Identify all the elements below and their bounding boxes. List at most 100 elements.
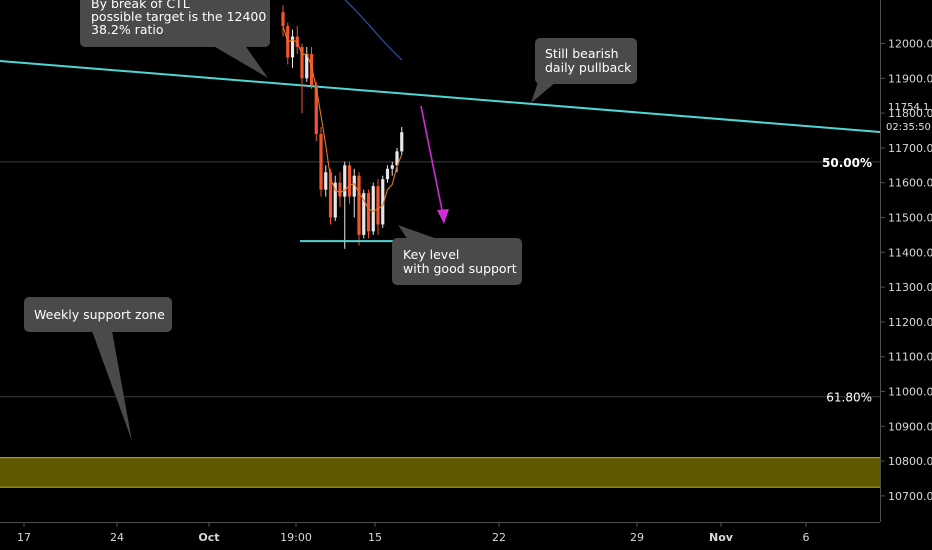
candle-body	[390, 165, 394, 169]
weekly-support-zone	[0, 457, 880, 488]
candlesticks	[281, 5, 404, 249]
candle-body	[347, 165, 352, 197]
candle	[305, 46, 309, 82]
descending-trendline[interactable]	[0, 60, 881, 133]
y-tick-label: 12000.0	[888, 38, 932, 51]
annotation-weekly[interactable]: Weekly support zone	[24, 297, 172, 441]
candle-body	[366, 193, 371, 232]
candle-body	[314, 85, 318, 134]
y-tick-label: 11100.0	[888, 351, 932, 364]
x-tick-label: 29	[630, 531, 644, 544]
annotation-key-level-box	[392, 238, 522, 285]
annotation-weekly-pointer	[92, 331, 132, 441]
candle	[376, 179, 380, 235]
y-tick-label: 11500.0	[888, 212, 932, 225]
candle	[371, 182, 375, 235]
candle	[381, 175, 385, 228]
annotation-ctl[interactable]: By break of CTL possible target is the 1…	[80, 0, 270, 78]
x-tick-label: 24	[110, 531, 124, 544]
annotation-bearish-line-2: daily pullback	[545, 60, 632, 75]
y-tick-label: 10900.0	[888, 420, 932, 433]
y-tick-label: 10700.0	[888, 490, 932, 503]
annotation-bearish[interactable]: Still bearish daily pullback	[531, 38, 637, 103]
candle-body	[357, 175, 361, 235]
current-price-tag: 11754.1 02:35:50	[886, 102, 931, 133]
candle	[352, 168, 356, 218]
candle	[319, 127, 323, 197]
candle	[385, 165, 390, 183]
candle-body	[395, 151, 399, 166]
annotation-ctl-line-1: By break of CTL	[91, 0, 190, 11]
candle-body	[281, 12, 285, 27]
y-tick-label: 11000.0	[888, 386, 932, 399]
candle	[333, 175, 337, 221]
fib-label-1: 61.80%	[826, 391, 872, 405]
annotation-ctl-box	[80, 0, 270, 47]
long-moving-average-line	[344, 0, 403, 61]
candle-body	[343, 165, 347, 197]
candle	[314, 81, 318, 141]
candle-body	[324, 172, 328, 190]
y-tick-label: 11200.0	[888, 316, 932, 329]
y-tick-label: 11700.0	[888, 142, 932, 155]
x-tick-label: 22	[492, 531, 506, 544]
annotation-weekly-line-1: Weekly support zone	[34, 307, 165, 322]
y-tick-label: 11900.0	[888, 72, 932, 85]
short-moving-average-line	[282, 25, 403, 213]
candle-body	[371, 186, 375, 232]
annotation-key-level-line-2: with good support	[403, 261, 517, 276]
x-tick-label: Oct	[198, 531, 219, 544]
candle	[400, 127, 404, 155]
y-axis-ticks: 12000.0 11900.0 11800.0 11700.0 11600.0 11500…	[880, 38, 932, 503]
y-tick-label: 11400.0	[888, 246, 932, 259]
annotation-key-level-line-1: Key level	[403, 247, 459, 262]
candle-body	[376, 186, 380, 225]
annotation-bearish-line-1: Still bearish	[545, 46, 619, 61]
candle	[390, 161, 394, 176]
candle	[290, 29, 295, 68]
candle-body	[305, 53, 309, 79]
x-tick-label: 15	[368, 531, 382, 544]
annotation-ctl-line-2: possible target is the 12400	[91, 9, 266, 24]
support-zone-band	[0, 457, 880, 488]
annotation-bearish-box	[535, 38, 637, 84]
candle-body	[333, 182, 337, 218]
candle-body	[309, 53, 314, 86]
annotation-weekly-box	[24, 297, 172, 332]
candle	[343, 161, 347, 249]
projection-arrow-head	[437, 209, 449, 224]
candle	[366, 189, 371, 239]
candle-body	[385, 168, 390, 180]
candle-body	[300, 46, 304, 79]
x-tick-label: 17	[17, 531, 31, 544]
candle-body	[400, 132, 404, 152]
fib-lines	[0, 161, 880, 398]
candle-body	[328, 172, 333, 218]
candle	[338, 172, 342, 208]
candle-body	[319, 133, 323, 190]
x-tick-label: 19:00	[280, 531, 312, 544]
annotation-key-level-pointer	[398, 225, 440, 240]
candle	[347, 161, 352, 204]
x-tick-label: 6	[803, 531, 810, 544]
candle-body	[362, 193, 366, 235]
y-tick-label: 11300.0	[888, 281, 932, 294]
candle	[357, 172, 361, 246]
candle-body	[381, 179, 385, 225]
candle-body	[338, 182, 342, 197]
projection-arrow	[420, 105, 449, 224]
annotation-ctl-pointer	[210, 44, 268, 78]
y-tick-label: 10800.0	[888, 455, 932, 468]
candle	[324, 165, 328, 197]
current-price-label: 11754.1	[888, 102, 929, 113]
fib-label-0: 50.00%	[822, 156, 872, 170]
x-tick-label: Nov	[709, 531, 734, 544]
annotation-key-level[interactable]: Key level with good support	[392, 225, 522, 285]
y-tick-label: 11800.0	[888, 107, 932, 120]
projection-arrow-shaft	[420, 105, 444, 216]
candle-body	[352, 175, 356, 197]
annotation-bearish-pointer	[531, 82, 556, 103]
countdown-label: 02:35:50	[886, 122, 931, 133]
candle	[281, 5, 285, 37]
